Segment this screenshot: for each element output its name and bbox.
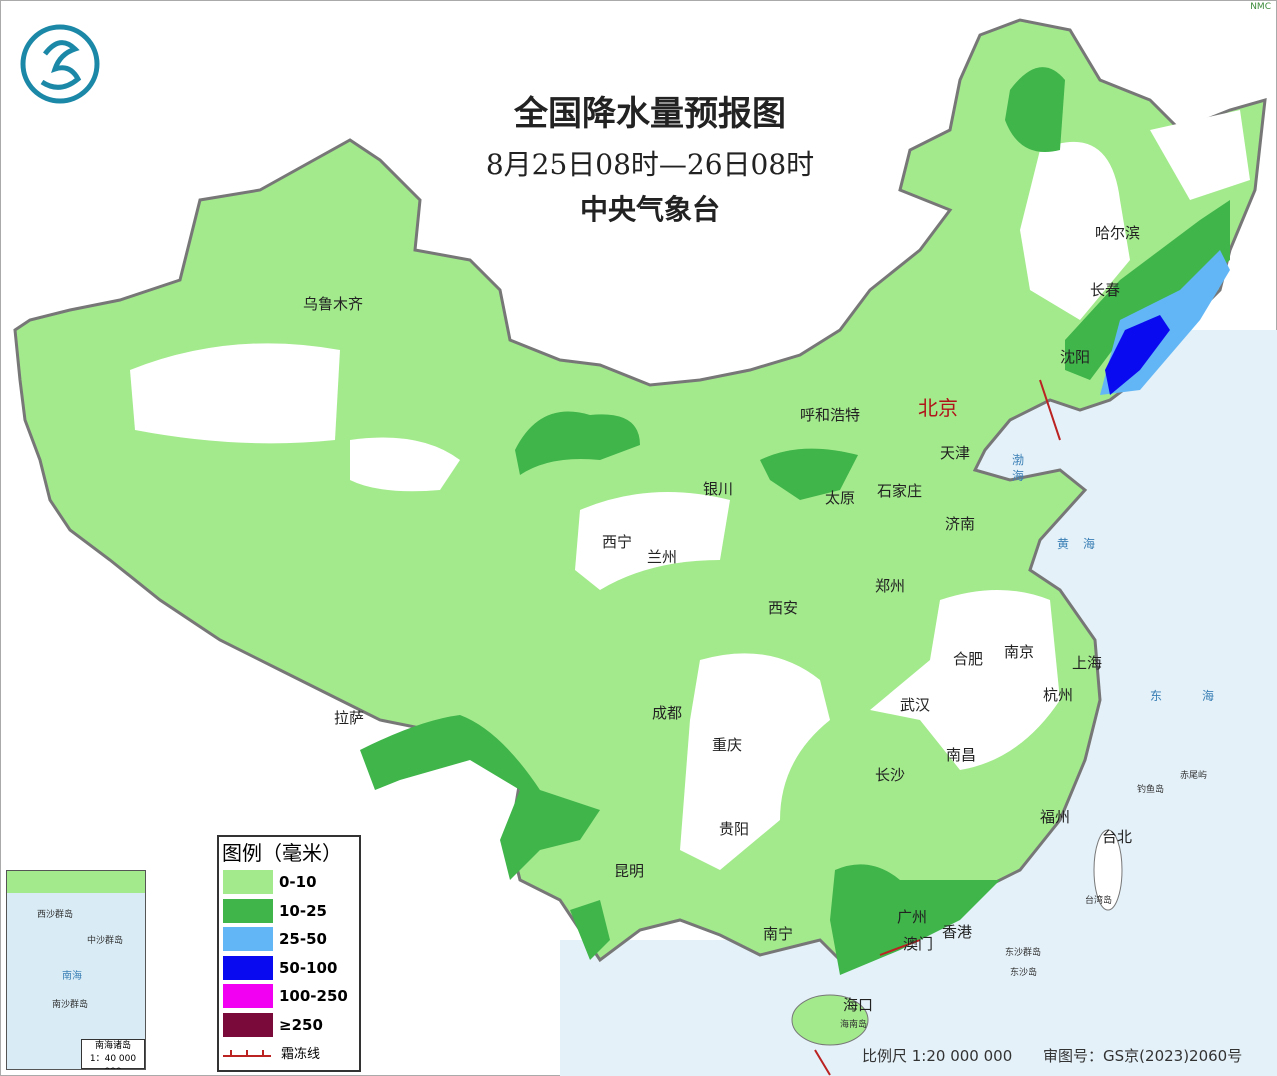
legend-item: 50-100 xyxy=(219,954,359,983)
south-china-sea-inset: 西沙群岛 中沙群岛 南海 南沙群岛 南海诸岛 1：40 000 000 xyxy=(6,870,146,1070)
legend-title: 图例（毫米） xyxy=(222,841,342,865)
city-kunming: 昆明 xyxy=(614,862,645,880)
city-nanning: 南宁 xyxy=(763,925,794,943)
city-taiyuan: 太原 xyxy=(825,489,856,507)
city-changchun: 长春 xyxy=(1090,281,1121,299)
city-beijing: 北京 xyxy=(918,396,958,420)
legend-swatch xyxy=(223,984,273,1009)
city-fuzhou: 福州 xyxy=(1040,808,1071,826)
city-changsha: 长沙 xyxy=(875,766,906,784)
forecast-period: 8月25日08时—26日08时 xyxy=(485,148,815,181)
city-xining: 西宁 xyxy=(602,533,633,551)
legend-label: 25-50 xyxy=(279,930,327,949)
inset-sea: 南海 xyxy=(62,971,82,982)
inset-land xyxy=(7,871,145,893)
legend-item: 100-250 xyxy=(219,982,359,1011)
city-jinan: 济南 xyxy=(945,515,976,533)
hainan-island xyxy=(791,994,869,1046)
frost-line-icon xyxy=(223,1049,271,1057)
legend-label: 10-25 xyxy=(279,901,327,920)
inset-nansha: 南沙群岛 xyxy=(52,1000,89,1010)
city-hohhot: 呼和浩特 xyxy=(800,406,861,424)
rain-10-25-areas xyxy=(360,67,1230,975)
legend-swatch xyxy=(223,898,273,923)
legend-label: 100-250 xyxy=(279,987,348,1006)
approval-number: 审图号：GS京(2023)2060号 xyxy=(1043,1047,1243,1065)
legend-swatch xyxy=(223,1012,273,1037)
legend-item: ≥250 xyxy=(219,1011,359,1040)
map-title: 全国降水量预报图 xyxy=(514,94,786,134)
legend-label: ≥250 xyxy=(279,1015,323,1034)
city-shanghai: 上海 xyxy=(1072,654,1103,672)
legend-item: 10-25 xyxy=(219,897,359,926)
legend-label: 0-10 xyxy=(279,873,317,892)
city-shijiazhuang: 石家庄 xyxy=(877,482,923,500)
sea-bohai: 渤海 xyxy=(1012,453,1025,483)
inset-zhongsha: 中沙群岛 xyxy=(87,936,124,946)
inset-xisha: 西沙群岛 xyxy=(37,910,74,920)
legend-item: 25-50 xyxy=(219,925,359,954)
legend: 图例（毫米） 0-10 10-25 25-50 50-100 100-250 ≥… xyxy=(217,835,361,1072)
legend-item: 0-10 xyxy=(219,868,359,897)
city-lhasa: 拉萨 xyxy=(334,709,365,727)
city-hongkong: 香港 xyxy=(942,923,973,941)
sea-yellow: 黄海 xyxy=(1057,537,1110,551)
city-xian: 西安 xyxy=(768,599,799,617)
city-shenyang: 沈阳 xyxy=(1060,348,1091,366)
island-dongsha: 东沙群岛 xyxy=(1005,948,1042,958)
island-diaoyu: 钓鱼岛 xyxy=(1137,785,1165,795)
island-taiwan: 台湾岛 xyxy=(1085,896,1113,906)
legend-swatch xyxy=(223,955,273,980)
legend-swatch xyxy=(223,927,273,952)
agency-name: 中央气象台 xyxy=(579,193,720,226)
city-macau: 澳门 xyxy=(903,935,934,953)
city-yinchuan: 银川 xyxy=(703,480,734,498)
island-hainan: 海南岛 xyxy=(840,1020,868,1030)
taiwan-island xyxy=(1093,829,1123,911)
city-zhengzhou: 郑州 xyxy=(875,577,906,595)
city-urumqi: 乌鲁木齐 xyxy=(303,295,364,313)
city-wuhan: 武汉 xyxy=(900,696,931,714)
city-chongqing: 重庆 xyxy=(712,736,743,754)
footer: 比例尺 1:20 000 000 审图号：GS京(2023)2060号 xyxy=(862,1045,1242,1066)
inset-scale: 1：40 000 000 xyxy=(89,1054,137,1069)
sea-east: 东海 xyxy=(1150,689,1255,703)
sea-area-south xyxy=(560,940,1010,1076)
city-guangzhou: 广州 xyxy=(897,908,928,926)
scale-text: 比例尺 1:20 000 000 xyxy=(862,1047,1013,1065)
city-hangzhou: 杭州 xyxy=(1043,686,1074,704)
legend-label: 50-100 xyxy=(279,958,338,977)
city-chengdu: 成都 xyxy=(652,704,683,722)
city-haikou: 海口 xyxy=(843,996,874,1014)
city-lanzhou: 兰州 xyxy=(647,548,678,566)
nmc-mark: NMC xyxy=(1250,2,1271,12)
city-hefei: 合肥 xyxy=(953,650,984,668)
city-tianjin: 天津 xyxy=(940,444,971,462)
island-chiwei: 赤尾屿 xyxy=(1180,771,1208,781)
city-taipei: 台北 xyxy=(1102,828,1133,846)
cma-logo-icon xyxy=(20,24,100,104)
city-nanchang: 南昌 xyxy=(946,746,977,764)
city-guiyang: 贵阳 xyxy=(719,820,750,838)
island-dongsha2: 东沙岛 xyxy=(1010,968,1038,978)
legend-swatch xyxy=(223,870,273,895)
no-rain-areas xyxy=(130,110,1250,870)
inset-scale-box: 南海诸岛 1：40 000 000 xyxy=(81,1039,145,1069)
city-nanjing: 南京 xyxy=(1004,643,1035,661)
city-harbin: 哈尔滨 xyxy=(1095,224,1141,242)
frost-line xyxy=(814,379,1061,1076)
inset-label: 南海诸岛 xyxy=(94,1041,131,1051)
frost-line-label: 霜冻线 xyxy=(281,1047,321,1062)
rain-50-100-area xyxy=(1105,315,1170,395)
legend-frost-line: 霜冻线 xyxy=(219,1043,359,1062)
